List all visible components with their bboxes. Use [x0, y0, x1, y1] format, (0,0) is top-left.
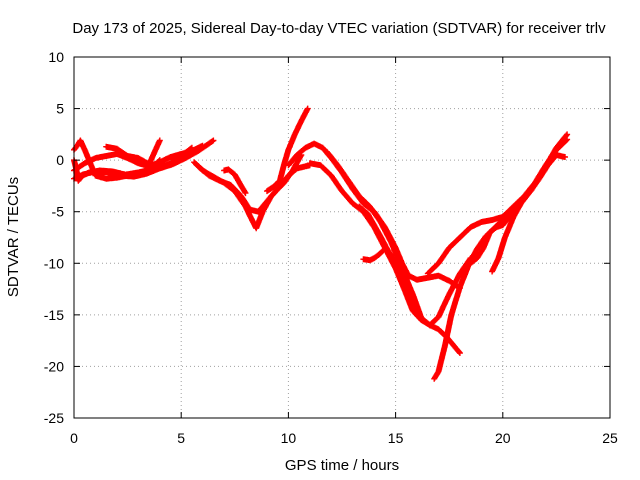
x-tick-label: 5	[177, 430, 185, 446]
data-point-marks	[489, 152, 568, 275]
data-series	[103, 137, 163, 168]
y-tick-label: -15	[44, 307, 64, 323]
x-tick-label: 20	[495, 430, 511, 446]
grid-lines	[74, 57, 610, 418]
data-series	[467, 201, 519, 267]
data-point-marks	[356, 203, 420, 313]
data-point-marks	[103, 137, 163, 168]
x-tick-label: 25	[602, 430, 618, 446]
x-tick-label: 15	[388, 430, 404, 446]
y-tick-label: -20	[44, 358, 64, 374]
plot-frame	[73, 56, 611, 419]
data-point-marks	[221, 166, 249, 197]
data-point-marks	[264, 105, 311, 195]
x-axis-label: GPS time / hours	[285, 457, 399, 474]
data-series	[324, 148, 474, 329]
y-tick-label: -25	[44, 410, 64, 426]
y-axis-label: SDTVAR / TECUs	[5, 177, 22, 297]
data-point-marks	[360, 247, 386, 264]
data-series	[264, 105, 311, 195]
data-series	[221, 166, 249, 197]
data-series	[356, 203, 420, 313]
chart-title: Day 173 of 2025, Sidereal Day-to-day VTE…	[72, 20, 606, 37]
tick-labels: 0 5 10 15 20 25 10 5 0 -5 -10 -15 -20 -25	[44, 49, 618, 446]
data-points	[71, 105, 571, 382]
data-point-marks	[195, 152, 305, 215]
y-tick-label: 0	[56, 152, 64, 168]
data-point-marks	[467, 201, 519, 267]
y-tick-label: -10	[44, 255, 64, 271]
y-tick-label: -5	[52, 204, 65, 220]
y-tick-label: 5	[56, 101, 64, 117]
y-tick-label: 10	[48, 49, 64, 65]
x-tick-label: 10	[281, 430, 297, 446]
data-point-marks	[324, 148, 474, 329]
x-tick-label: 0	[70, 430, 78, 446]
data-series	[195, 152, 305, 215]
data-series	[360, 247, 386, 264]
data-series	[489, 152, 568, 275]
